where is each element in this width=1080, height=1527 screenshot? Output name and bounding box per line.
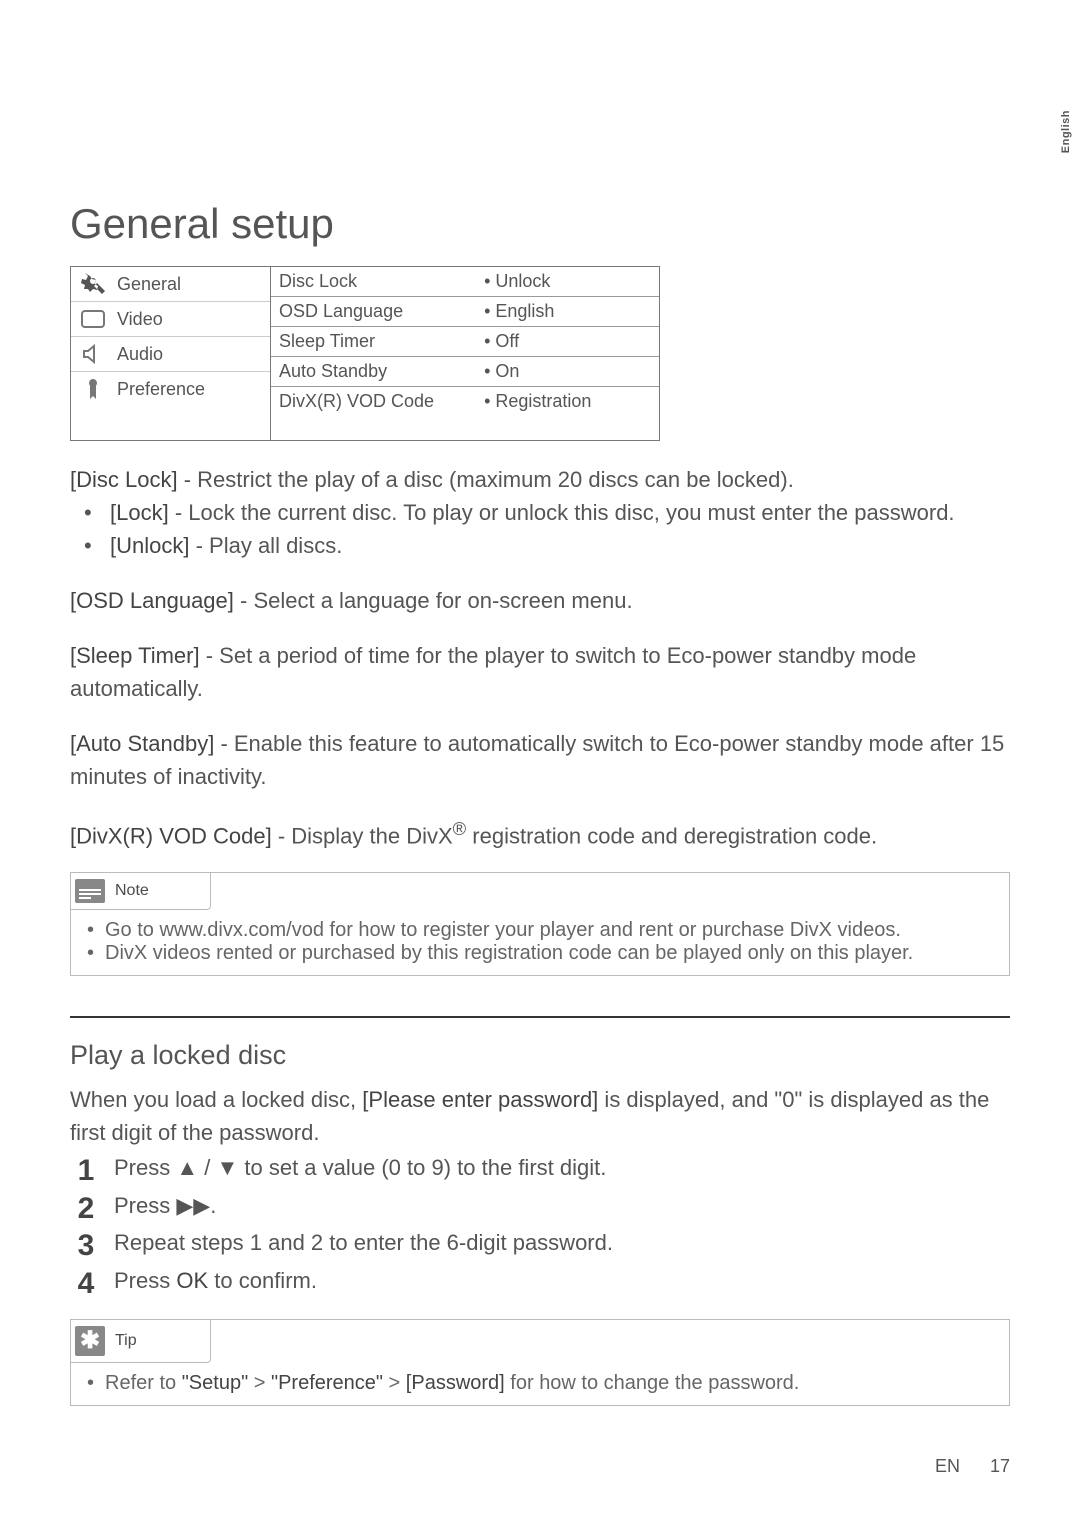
sidebar-label: Video (117, 309, 163, 330)
tools-icon (79, 271, 107, 297)
up-arrow-icon: ▲ (176, 1155, 198, 1180)
sidebar-label: Preference (117, 379, 205, 400)
down-arrow-icon: ▼ (216, 1155, 238, 1180)
text: - Restrict the play of a disc (maximum 2… (178, 467, 794, 492)
setup-menu-values: Disc Lock• Unlock OSD Language• English … (271, 267, 659, 440)
sidebar-item-general[interactable]: General (71, 267, 270, 301)
tip-item: Refer to "Setup" > "Preference" > [Passw… (77, 1372, 1003, 1395)
sidebar-item-video[interactable]: Video (71, 301, 270, 336)
step-2: Press ▶▶. (70, 1187, 1010, 1224)
label: [Disc Lock] (70, 467, 178, 492)
page-footer: EN 17 (935, 1456, 1010, 1477)
step-4: Press OK to confirm. (70, 1262, 1010, 1299)
para-disc-lock: [Disc Lock] - Restrict the play of a dis… (70, 463, 1010, 562)
audio-icon (79, 341, 107, 367)
tip-title: Tip (115, 1332, 137, 1350)
step-3: Repeat steps 1 and 2 to enter the 6-digi… (70, 1224, 1010, 1261)
tip-icon: ✱ (75, 1326, 105, 1356)
bullet-unlock: [Unlock] - Play all discs. (70, 529, 1010, 562)
kv-sleep-timer[interactable]: Sleep Timer• Off (271, 327, 659, 357)
note-item: DivX videos rented or purchased by this … (77, 942, 1003, 965)
footer-page-number: 17 (990, 1456, 1010, 1477)
setup-menu-sidebar: General Video Audio Preference (71, 267, 271, 440)
kv-divx-vod[interactable]: DivX(R) VOD Code• Registration (271, 387, 659, 440)
bullet-lock: [Lock] - Lock the current disc. To play … (70, 496, 1010, 529)
fast-forward-icon: ▶▶ (176, 1193, 210, 1218)
kv-osd-language[interactable]: OSD Language• English (271, 297, 659, 327)
sidebar-item-preference[interactable]: Preference (71, 371, 270, 406)
tip-callout: ✱ Tip Refer to "Setup" > "Preference" > … (70, 1319, 1010, 1406)
footer-lang: EN (935, 1456, 960, 1477)
sidebar-item-audio[interactable]: Audio (71, 336, 270, 371)
sidebar-label: General (117, 274, 181, 295)
sidebar-label: Audio (117, 344, 163, 365)
note-title: Note (115, 882, 149, 900)
para-auto-standby: [Auto Standby] - Enable this feature to … (70, 727, 1010, 793)
setup-menu-panel: General Video Audio Preference (70, 266, 660, 441)
para-sleep-timer: [Sleep Timer] - Set a period of time for… (70, 639, 1010, 705)
step-1: Press ▲ / ▼ to set a value (0 to 9) to t… (70, 1149, 1010, 1186)
kv-auto-standby[interactable]: Auto Standby• On (271, 357, 659, 387)
note-icon (75, 879, 105, 903)
pref-icon (79, 376, 107, 402)
note-callout: Note Go to www.divx.com/vod for how to r… (70, 872, 1010, 976)
video-icon (79, 306, 107, 332)
section-title: General setup (70, 200, 1010, 248)
language-tab: English (1060, 110, 1072, 153)
locked-intro: When you load a locked disc, [Please ent… (70, 1083, 1010, 1149)
steps-list: Press ▲ / ▼ to set a value (0 to 9) to t… (70, 1149, 1010, 1299)
note-item: Go to www.divx.com/vod for how to regist… (77, 919, 1003, 942)
subsection-title: Play a locked disc (70, 1040, 1010, 1071)
para-divx-vod: [DivX(R) VOD Code] - Display the DivX® r… (70, 815, 1010, 852)
kv-disc-lock[interactable]: Disc Lock• Unlock (271, 267, 659, 297)
divider (70, 1016, 1010, 1018)
para-osd-language: [OSD Language] - Select a language for o… (70, 584, 1010, 617)
